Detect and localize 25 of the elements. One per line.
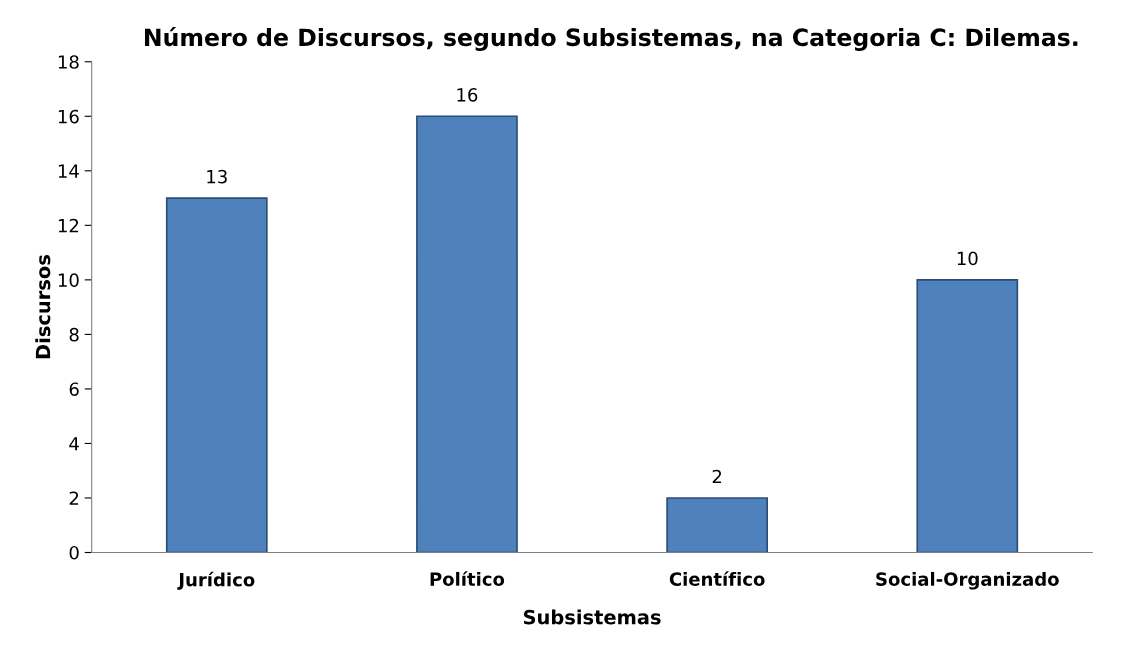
y-tick-label: 6 [69,382,79,397]
y-axis-title: Discursos [35,255,51,359]
x-tick-label: Político [430,571,505,586]
data-label: 13 [207,169,227,184]
y-tick-label: 0 [69,545,79,560]
data-label: 10 [957,251,978,266]
bar [416,115,518,553]
y-tick-label: 4 [69,437,79,451]
bar [666,497,768,553]
y-tick-label: 14 [58,164,79,178]
x-axis-title: Subsistemas [523,609,661,625]
x-tick-label: Científico [669,571,765,586]
y-tick-label: 2 [69,491,79,505]
data-label: 16 [457,88,478,102]
y-tick-label: 12 [58,218,79,233]
bar [165,197,268,553]
chart-title: Número de Discursos, segundo Subsistemas, na Categoria C: Dilemas. [144,27,1078,51]
y-tick-label: 18 [58,55,79,69]
y-tick-label: 10 [58,273,79,287]
bar [916,279,1019,553]
y-tick-label: 8 [69,327,79,342]
data-label: 2 [712,469,722,484]
x-tick-label: Social-Organizado [876,571,1059,590]
x-tick-label: Jurídico [177,571,255,590]
y-tick-label: 16 [58,109,79,124]
